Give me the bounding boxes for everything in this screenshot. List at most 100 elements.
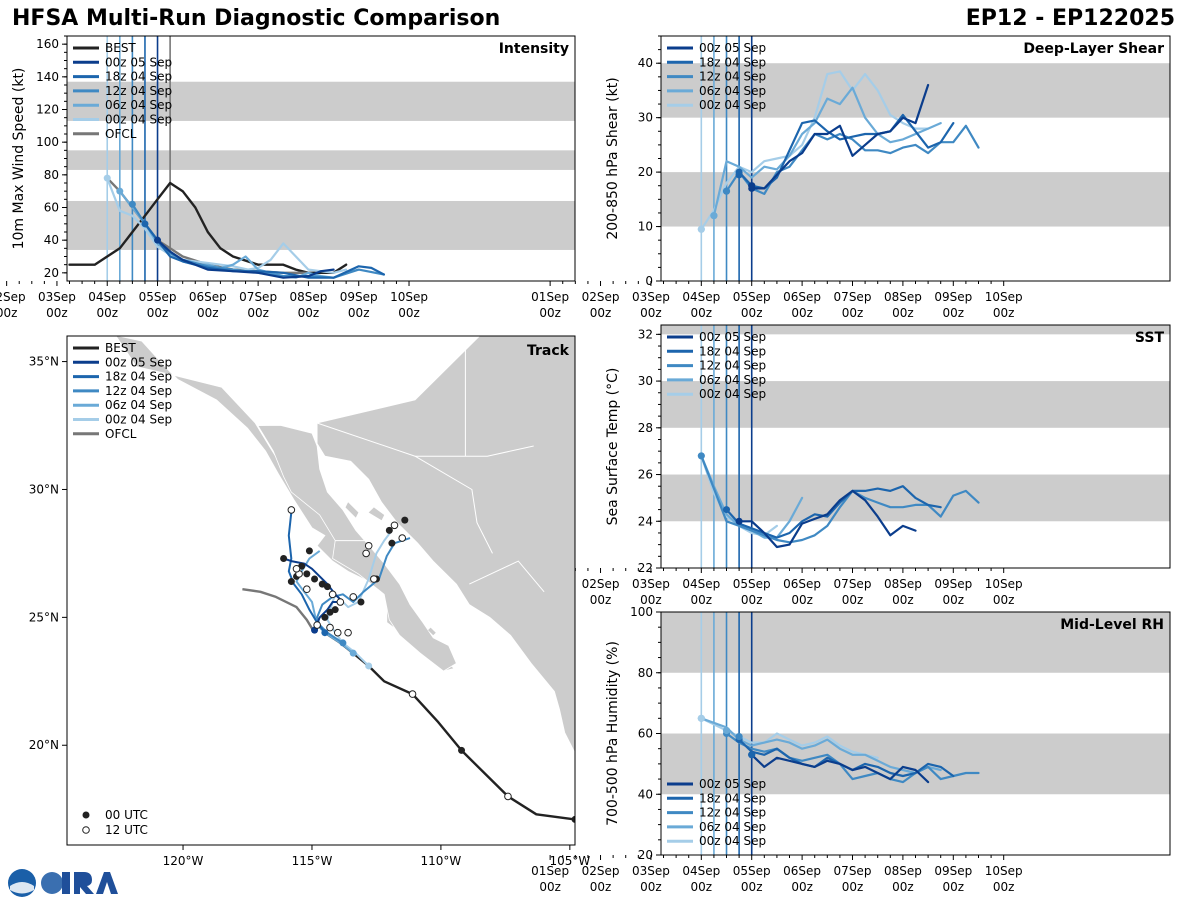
marker-00utc	[321, 613, 329, 621]
y-tick-label: 100	[630, 605, 653, 619]
marker-00utc	[303, 570, 311, 578]
x-tick-label-hour: 00z	[993, 880, 1015, 894]
series-start-point	[723, 506, 731, 514]
y-tick-label: 80	[44, 168, 59, 182]
legend-label: OFCL	[105, 127, 137, 141]
threshold-band	[67, 200, 575, 250]
globe-icon	[41, 872, 63, 894]
y-tick-label: 28	[638, 421, 653, 435]
marker-12utc	[328, 590, 337, 599]
y-tick-label: 40	[44, 233, 59, 247]
legend-label: 00z 05 Sep	[699, 330, 766, 344]
marker-00utc	[357, 598, 365, 606]
map-frame	[66, 335, 576, 846]
y-tick-label: 140	[36, 70, 59, 84]
x-tick-label-hour: 00z	[993, 593, 1015, 607]
series-line	[750, 753, 930, 784]
plot-area	[661, 325, 1170, 568]
y-axis-label: 10m Max Wind Speed (kt)	[11, 68, 27, 250]
plot-area	[661, 36, 1170, 281]
x-tick-label-hour: 00z	[640, 306, 662, 320]
marker-00utc	[385, 526, 393, 534]
map-area	[67, 336, 575, 823]
x-tick-label-day: 06Sep	[783, 577, 821, 591]
series-start-point	[128, 200, 136, 208]
marker-12utc	[349, 593, 358, 601]
legend-marker-00utc	[82, 811, 90, 819]
threshold-band	[67, 81, 575, 121]
y-tick-label: 30	[638, 111, 653, 125]
legend-label: 18z 04 Sep	[105, 370, 172, 384]
x-tick-label-hour: 00z	[791, 880, 813, 894]
marker-00utc	[311, 575, 319, 583]
marker-12utc	[292, 564, 301, 573]
series-start-point	[103, 174, 111, 182]
y-tick-label: 120	[36, 103, 59, 117]
legend-label: 06z 04 Sep	[105, 398, 172, 412]
init-point	[697, 714, 705, 722]
best-marker-12utc	[504, 792, 512, 801]
y-tick-label: 0	[645, 274, 653, 288]
marker-12utc	[333, 628, 342, 637]
plot-area	[661, 612, 1170, 855]
lat-tick-label: 25°N	[29, 610, 59, 624]
legend-label: 00z 05 Sep	[699, 777, 766, 791]
series-start-point	[154, 236, 162, 244]
x-tick-label-hour: 00z	[298, 306, 320, 320]
y-tick-label: 60	[638, 727, 653, 741]
lon-tick-label: 120°W	[163, 854, 204, 868]
panel-mid-level-rh: 20 40 60 80 100 01Sep 00z 02Sep 00z 03Sep 00z 04Sep…	[531, 605, 1171, 894]
panel-intensity: 20 40 60 80 100 120 140 160 01Sep 00z 02Sep 00z 03Se…	[0, 35, 576, 320]
x-tick-label-hour: 00z	[741, 306, 763, 320]
x-tick-label-day: 03Sep	[38, 290, 76, 304]
legend-label: 06z 04 Sep	[699, 84, 766, 98]
series-line	[750, 83, 930, 190]
series-line	[737, 489, 917, 549]
panel-title: Deep-Layer Shear	[1023, 41, 1164, 57]
mainland-mexico-land	[316, 336, 575, 754]
series-line	[143, 222, 385, 279]
x-tick-label-day: 08Sep	[289, 290, 327, 304]
x-tick-label-hour: 00z	[993, 306, 1015, 320]
best-track-line	[68, 181, 348, 274]
marker-00utc	[323, 583, 331, 591]
threshold-band	[661, 612, 1170, 673]
x-tick-label-day: 03Sep	[632, 577, 670, 591]
marker-12utc	[362, 549, 370, 558]
legend-label: 12z 04 Sep	[699, 359, 766, 373]
lon-tick-label: 105°W	[549, 854, 590, 868]
x-tick-label-hour: 00z	[539, 880, 561, 894]
x-tick-label-hour: 00z	[741, 593, 763, 607]
x-tick-label-hour: 00z	[691, 593, 713, 607]
marker-00utc	[331, 606, 339, 614]
marker-12utc	[336, 598, 345, 606]
x-tick-label-hour: 00z	[741, 880, 763, 894]
x-tick-label-day: 09Sep	[934, 290, 972, 304]
init-point	[735, 171, 743, 179]
x-tick-label-day: 02Sep	[582, 290, 620, 304]
x-tick-label-hour: 00z	[892, 306, 914, 320]
series-line	[700, 717, 942, 775]
x-tick-label-hour: 00z	[892, 880, 914, 894]
x-tick-label-hour: 00z	[590, 306, 612, 320]
marker-00utc	[280, 555, 288, 563]
series-line	[106, 177, 348, 274]
x-tick-label-day: 03Sep	[632, 290, 670, 304]
x-tick-label-day: 07Sep	[834, 864, 872, 878]
marker-12utc	[398, 534, 407, 542]
threshold-band	[661, 63, 1170, 118]
legend-label: 18z 04 Sep	[699, 344, 766, 358]
y-tick-label: 100	[36, 135, 59, 149]
track-start-point	[365, 662, 373, 670]
legend-label: 12z 04 Sep	[699, 806, 766, 820]
x-tick-label-day: 06Sep	[783, 864, 821, 878]
panel-title: Intensity	[499, 41, 569, 57]
series-line	[700, 454, 980, 544]
storm-id: EP12 - EP122025	[965, 6, 1175, 31]
x-tick-label-hour: 00z	[348, 306, 370, 320]
init-point	[735, 732, 743, 741]
cira-wordmark	[62, 872, 118, 894]
y-tick-label: 20	[638, 165, 653, 179]
x-tick-label-hour: 00z	[640, 880, 662, 894]
series-line	[725, 124, 980, 195]
